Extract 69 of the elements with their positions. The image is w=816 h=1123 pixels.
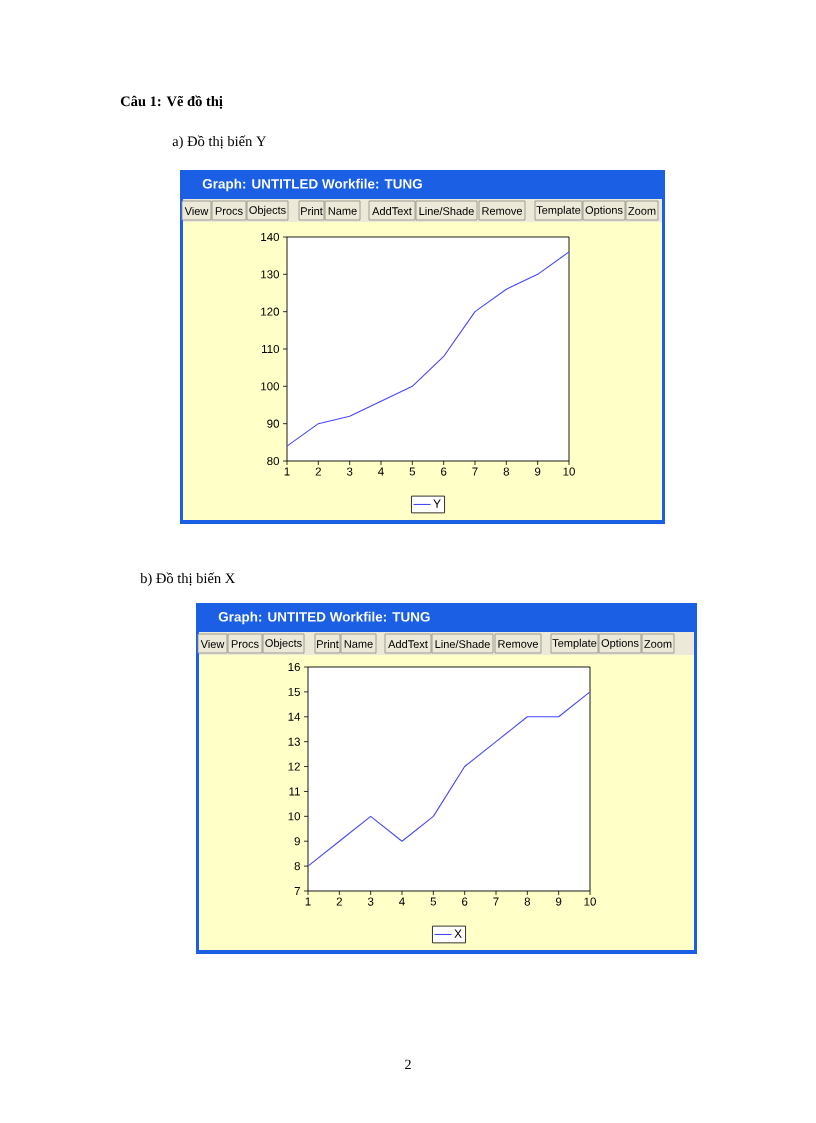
y-tick-label: 80 bbox=[267, 456, 280, 466]
text: Procs bbox=[215, 207, 243, 215]
x-tick-label: 10 bbox=[584, 897, 596, 906]
text: b) Đồ thị biến X bbox=[140, 572, 235, 587]
x-tick-label: 8 bbox=[524, 897, 531, 906]
x-tick-label: 3 bbox=[346, 467, 353, 476]
text: Line/Shade bbox=[435, 639, 490, 649]
chart-title: Câu 1: Vẽ đồ thị bbox=[120, 95, 223, 109]
text: AddText bbox=[388, 639, 428, 649]
x-tick-label: 9 bbox=[556, 897, 562, 906]
x-tick-label: 9 bbox=[535, 467, 541, 476]
line-series bbox=[287, 251, 569, 447]
y-tick-label: 110 bbox=[262, 344, 280, 354]
text: Zoom bbox=[628, 207, 656, 215]
text: Options bbox=[601, 638, 639, 650]
y-tick-label: 140 bbox=[261, 232, 280, 242]
y-tick-label: 13 bbox=[288, 737, 300, 746]
x-tick-label: 10 bbox=[563, 467, 575, 476]
x-tick-label: 6 bbox=[462, 897, 468, 906]
y-tick-label: 15 bbox=[288, 687, 300, 696]
x-tick-label: 4 bbox=[399, 897, 405, 906]
x-tick-label: 7 bbox=[493, 897, 499, 906]
text: 2 bbox=[405, 1059, 411, 1069]
text: View bbox=[184, 206, 209, 216]
text: Objects bbox=[265, 638, 302, 650]
text: Template bbox=[552, 638, 597, 650]
y-tick-label: 16 bbox=[288, 662, 300, 672]
x-tick-label: 2 bbox=[336, 897, 342, 906]
line-series bbox=[308, 691, 590, 867]
x-tick-label: 1 bbox=[284, 467, 290, 476]
text: View bbox=[200, 639, 225, 649]
text: Graph: UNTITLED Workfile: TUNG bbox=[202, 178, 422, 192]
text: Remove bbox=[482, 207, 522, 215]
y-tick-label: 14 bbox=[288, 712, 301, 721]
y-tick-label: 120 bbox=[261, 307, 280, 316]
x-tick-label: 5 bbox=[409, 467, 416, 476]
text: Graph: UNTITED Workfile: TUNG bbox=[218, 611, 430, 625]
text: Name bbox=[328, 207, 357, 215]
text: Line/Shade bbox=[419, 206, 474, 216]
y-tick-label: 9 bbox=[294, 837, 300, 846]
text: Print bbox=[301, 206, 323, 216]
y-tick-label: 10 bbox=[288, 812, 301, 821]
text: Print bbox=[317, 639, 339, 649]
text: Procs bbox=[231, 640, 259, 648]
x-tick-label: 1 bbox=[305, 897, 311, 906]
chart-subtitle: a) Đồ thị biến Y bbox=[172, 135, 267, 150]
legend-label: X bbox=[454, 929, 462, 938]
x-tick-label: 7 bbox=[472, 467, 478, 476]
x-tick-label: 8 bbox=[503, 467, 510, 476]
text: Options bbox=[585, 205, 623, 217]
x-tick-label: 2 bbox=[315, 467, 321, 476]
x-tick-label: 5 bbox=[430, 897, 437, 906]
x-tick-label: 3 bbox=[367, 897, 374, 906]
text: Objects bbox=[249, 205, 286, 217]
y-tick-label: 7 bbox=[294, 887, 300, 895]
x-tick-label: 6 bbox=[441, 467, 447, 476]
y-tick-label: 90 bbox=[267, 419, 280, 428]
y-tick-label: 100 bbox=[261, 382, 280, 391]
text: Template bbox=[536, 205, 581, 217]
y-tick-label: 130 bbox=[261, 270, 280, 279]
text: Remove bbox=[498, 640, 538, 648]
x-tick-label: 4 bbox=[378, 467, 384, 476]
y-tick-label: 11 bbox=[289, 787, 300, 796]
text: Name bbox=[344, 640, 373, 648]
y-tick-label: 12 bbox=[288, 762, 300, 771]
legend-label: Y bbox=[433, 499, 441, 508]
y-tick-label: 8 bbox=[294, 862, 300, 871]
text: AddText bbox=[372, 206, 412, 216]
text: Zoom bbox=[644, 640, 672, 648]
